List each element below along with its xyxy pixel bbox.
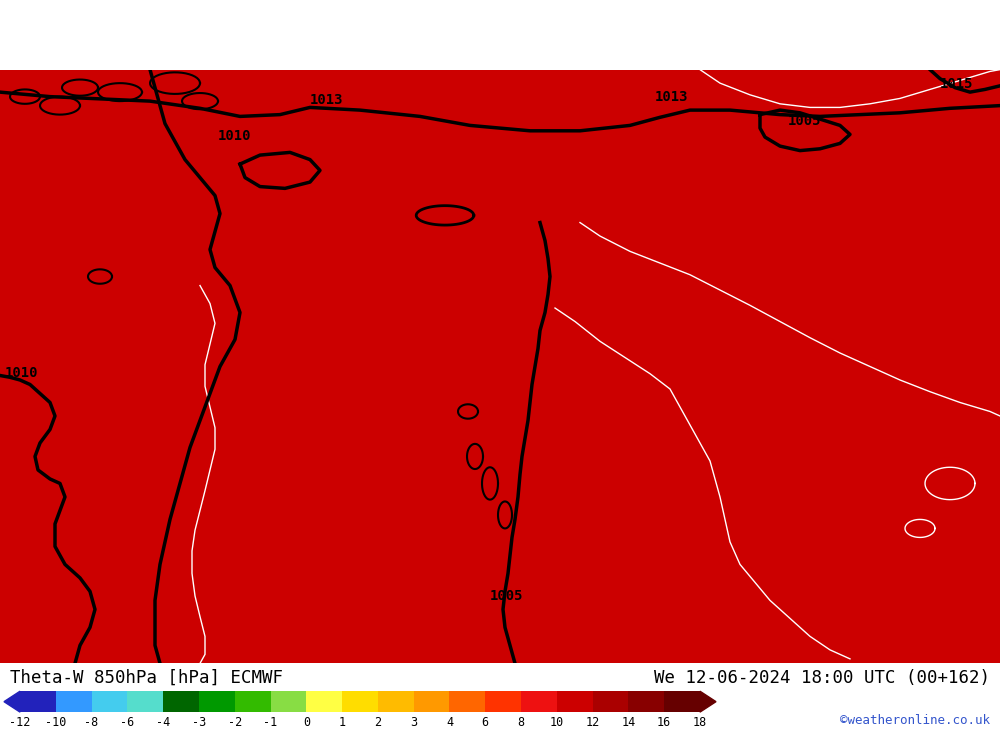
Text: 16: 16	[657, 716, 671, 729]
Text: 1010: 1010	[218, 129, 252, 143]
Text: -2: -2	[228, 716, 242, 729]
Bar	[127, 691, 163, 712]
Bar	[378, 691, 414, 712]
Text: -12: -12	[9, 716, 31, 729]
Text: 0: 0	[303, 716, 310, 729]
Text: -6: -6	[120, 716, 134, 729]
Text: We 12-06-2024 18:00 UTC (00+162): We 12-06-2024 18:00 UTC (00+162)	[654, 669, 990, 687]
Text: -10: -10	[45, 716, 66, 729]
Bar	[56, 691, 92, 712]
Text: 18: 18	[693, 716, 707, 729]
Bar	[414, 691, 449, 712]
Text: -4: -4	[156, 716, 170, 729]
Bar	[199, 691, 235, 712]
Bar	[521, 691, 557, 712]
Bar	[628, 691, 664, 712]
Text: 1: 1	[339, 716, 346, 729]
Bar	[92, 691, 127, 712]
Polygon shape	[4, 691, 20, 712]
Text: 1013: 1013	[310, 93, 344, 107]
Text: ©weatheronline.co.uk: ©weatheronline.co.uk	[840, 715, 990, 727]
Text: 1010: 1010	[5, 366, 38, 380]
Text: 1005: 1005	[788, 114, 822, 128]
Bar	[664, 691, 700, 712]
Text: 2: 2	[374, 716, 381, 729]
Bar	[593, 691, 628, 712]
Bar	[306, 691, 342, 712]
Bar	[235, 691, 271, 712]
Text: -8: -8	[84, 716, 99, 729]
Bar	[485, 691, 521, 712]
Text: 14: 14	[621, 716, 636, 729]
Text: 6: 6	[482, 716, 489, 729]
Text: 1015: 1015	[940, 77, 974, 91]
Text: -3: -3	[192, 716, 206, 729]
Text: Theta-W 850hPa [hPa] ECMWF: Theta-W 850hPa [hPa] ECMWF	[10, 669, 283, 687]
Text: 4: 4	[446, 716, 453, 729]
Text: 1013: 1013	[655, 90, 688, 104]
Bar	[557, 691, 593, 712]
Bar	[449, 691, 485, 712]
Bar	[163, 691, 199, 712]
Text: 1005: 1005	[490, 589, 524, 603]
Bar	[342, 691, 378, 712]
Text: -1: -1	[263, 716, 278, 729]
Text: 10: 10	[550, 716, 564, 729]
Text: 8: 8	[517, 716, 525, 729]
Bar	[271, 691, 306, 712]
Text: 12: 12	[586, 716, 600, 729]
Bar	[20, 691, 56, 712]
Text: 3: 3	[410, 716, 417, 729]
Polygon shape	[700, 691, 716, 712]
